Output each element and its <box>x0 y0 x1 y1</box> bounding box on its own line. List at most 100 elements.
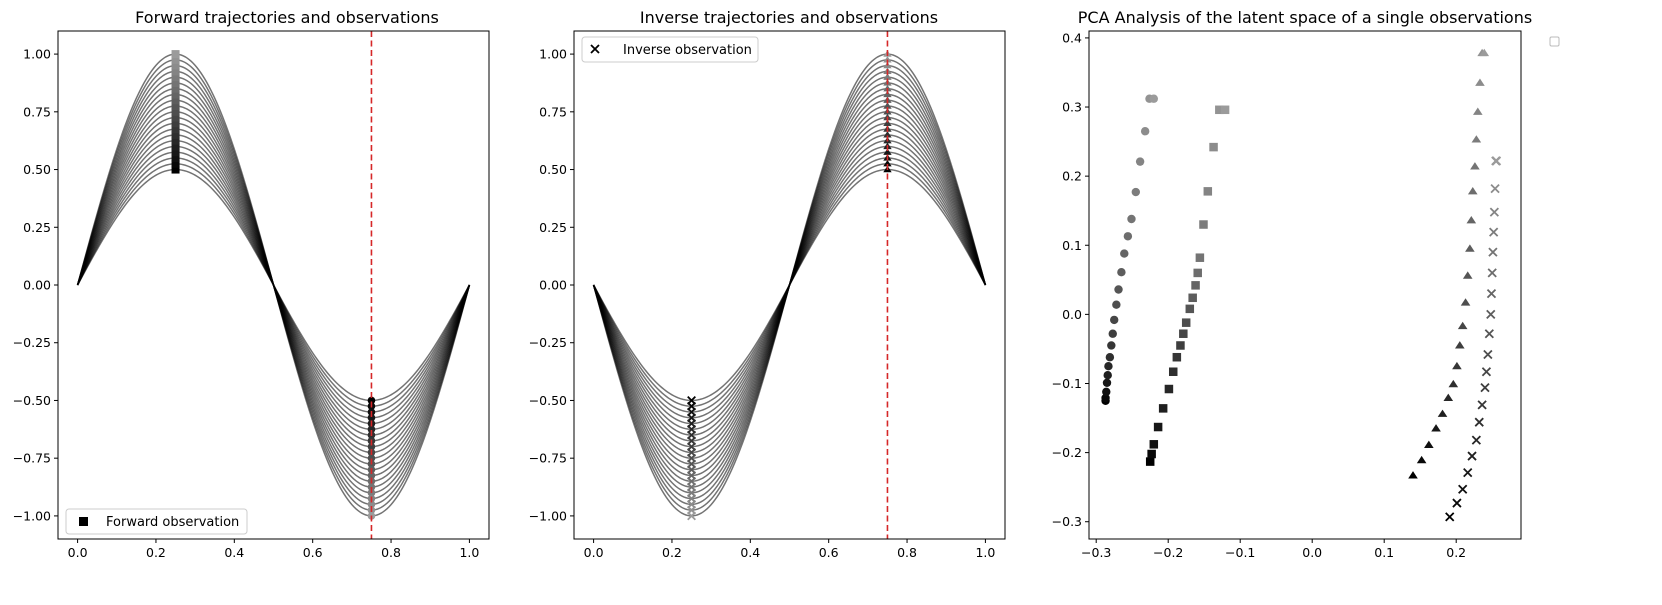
forward-circle-marker <box>367 500 376 509</box>
forward-circle-marker <box>367 471 376 480</box>
forward-square-marker <box>171 84 180 93</box>
forward-square-marker <box>171 61 180 70</box>
forward-square-marker <box>171 90 180 99</box>
forward-axes: 0.0 0.2 0.4 0.6 0.8 1.0 1.00 0.75 0.50 0.25 0.00 −0… <box>13 30 490 560</box>
pca-x-tick-label: −0.3 <box>1081 545 1111 560</box>
pca-square-point <box>1209 142 1218 152</box>
inverse-y-tick-label: −0.50 <box>529 393 567 408</box>
pca-circle-point <box>1112 300 1121 309</box>
inverse-y-tick-label: 0.75 <box>539 104 567 119</box>
pca-square-point <box>1195 253 1205 262</box>
forward-y-tick-label: −1.00 <box>13 508 51 523</box>
forward-chart-title: Forward trajectories and observations <box>135 8 439 27</box>
forward-x-tick-label: 1.0 <box>459 545 479 560</box>
forward-trajectories <box>76 53 471 517</box>
forward-x-tick-label: 0.2 <box>146 545 166 560</box>
inverse-triangle-marker <box>883 119 892 127</box>
forward-y-tick-label: 0.75 <box>23 104 51 119</box>
inverse-chart-title: Inverse trajectories and observations <box>640 8 938 27</box>
pca-square-point <box>1179 329 1188 338</box>
pca-circle-point <box>1108 329 1117 338</box>
pca-x-point <box>1458 484 1468 494</box>
pca-triangle-point <box>1467 187 1478 195</box>
pca-x-point <box>1486 309 1496 320</box>
forward-circle-marker <box>367 454 376 462</box>
pca-chart: PCA Analysis of the latent space of a si… <box>1052 8 1560 560</box>
pca-square-point <box>1153 422 1163 432</box>
inverse-x-marker <box>687 511 696 521</box>
pca-triangle-point <box>1479 48 1490 57</box>
pca-triangle-point <box>1475 78 1485 86</box>
pca-x-point <box>1474 417 1484 427</box>
pca-x-point <box>1445 512 1455 522</box>
pca-circle-point <box>1105 353 1115 362</box>
pca-circle-point <box>1114 285 1123 294</box>
pca-points <box>1101 48 1502 522</box>
forward-square-marker <box>171 154 180 162</box>
pca-x-tick-label: −0.1 <box>1225 545 1255 560</box>
pca-square-point <box>1176 341 1185 350</box>
inverse-y-tick-label: 1.00 <box>539 47 567 62</box>
pca-circle-point <box>1120 249 1129 258</box>
pca-triangle-point <box>1408 471 1418 479</box>
forward-y-tick-label: −0.50 <box>13 393 51 408</box>
pca-square-point <box>1145 457 1155 466</box>
forward-y-tick-label: 0.00 <box>23 278 51 293</box>
forward-square-marker <box>171 50 180 59</box>
pca-x-point <box>1480 383 1490 393</box>
pca-circle-point <box>1101 393 1110 403</box>
pca-x-point <box>1483 349 1493 360</box>
pca-y-tick-label: 0.1 <box>1062 238 1082 253</box>
pca-circle-point <box>1110 315 1119 325</box>
pca-circle-point <box>1149 94 1159 103</box>
forward-square-marker <box>171 102 180 111</box>
pca-x-point <box>1484 329 1494 339</box>
forward-x-tick-label: 0.4 <box>224 545 244 560</box>
forward-x-tick-label: 0.6 <box>303 545 323 560</box>
pca-square-point <box>1149 440 1159 449</box>
pca-x-point <box>1489 227 1499 237</box>
inverse-axes: 0.0 0.2 0.4 0.6 0.8 1.0 1.00 0.75 0.50 0.25 0.00 −0… <box>529 30 1006 560</box>
pca-circle-point <box>1104 362 1113 371</box>
pca-triangle-point <box>1443 393 1454 402</box>
pca-square-point <box>1220 105 1230 115</box>
pca-square-point <box>1164 384 1174 394</box>
pca-plot-frame <box>1088 30 1522 540</box>
inverse-legend-box <box>581 36 759 63</box>
inverse-x-tick-label: 1.0 <box>975 545 995 560</box>
pca-triangle-point <box>1452 361 1462 370</box>
pca-circle-point <box>1131 187 1141 197</box>
forward-square-marker <box>171 107 180 116</box>
pca-x-point <box>1486 289 1497 299</box>
pca-square-point <box>1191 281 1200 290</box>
pca-triangle-point <box>1455 341 1465 349</box>
pca-square-point <box>1181 318 1191 327</box>
pca-x-point <box>1488 247 1498 257</box>
inverse-y-tick-label: 0.25 <box>539 220 567 235</box>
pca-triangle-point <box>1462 271 1473 279</box>
inverse-trajectory-line <box>592 53 987 517</box>
pca-triangle-point <box>1437 409 1448 417</box>
inverse-y-tick-label: −0.75 <box>529 451 567 466</box>
pca-y-tick-label: −0.2 <box>1052 445 1082 460</box>
forward-x-tick-label: 0.0 <box>68 545 88 560</box>
forward-x-tick-label: 0.8 <box>381 545 401 560</box>
pca-circle-point <box>1117 268 1126 277</box>
pca-y-tick-label: −0.3 <box>1052 514 1082 529</box>
pca-x-point <box>1467 451 1477 461</box>
pca-x-point <box>1487 268 1497 278</box>
pca-triangle-point <box>1457 321 1468 330</box>
forward-square-marker <box>171 78 180 87</box>
pca-triangle-point <box>1460 298 1471 306</box>
inverse-legend: Inverse observation <box>581 36 759 63</box>
forward-square-marker <box>171 148 180 157</box>
forward-square-marker <box>171 67 180 76</box>
pca-y-tick-label: 0.2 <box>1062 169 1082 184</box>
pca-triangle-point <box>1424 440 1434 449</box>
pca-x-point <box>1489 207 1499 217</box>
forward-y-tick-label: −0.25 <box>13 335 51 350</box>
pca-square-point <box>1168 367 1178 376</box>
forward-square-marker <box>171 165 180 174</box>
inverse-legend-x-marker <box>590 44 600 54</box>
